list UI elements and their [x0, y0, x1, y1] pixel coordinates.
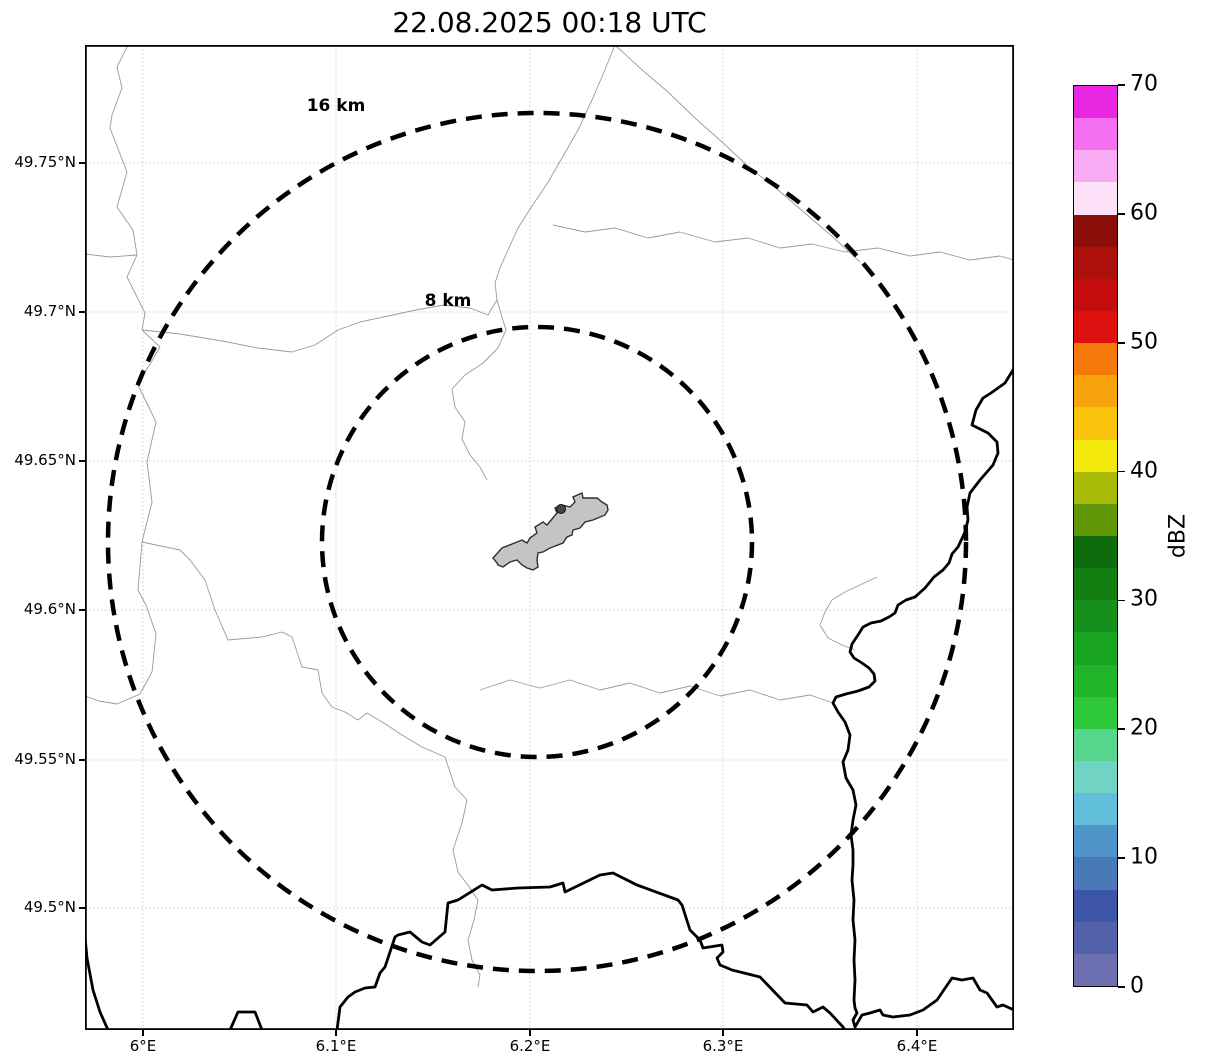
- colorbar-tickmark: [1118, 470, 1125, 473]
- x-tick-label: 6.2°E: [509, 1037, 551, 1055]
- colorbar-segment: [1074, 632, 1117, 665]
- colorbar-segment: [1074, 921, 1117, 954]
- y-tick-label: 49.65°N: [14, 451, 76, 469]
- colorbar-unit-label: dBZ: [1165, 513, 1191, 559]
- colorbar-segment: [1074, 278, 1117, 311]
- x-tick-label: 6.1°E: [315, 1037, 357, 1055]
- country-border-lines: [85, 368, 1014, 1030]
- colorbar-segment: [1074, 953, 1117, 986]
- colorbar-segment: [1074, 857, 1117, 890]
- map-canvas: 16 km 8 km: [85, 45, 1014, 1030]
- colorbar-segment: [1074, 503, 1117, 536]
- colorbar-tick-label: 0: [1130, 973, 1144, 999]
- plot-title: 22.08.2025 00:18 UTC: [392, 6, 707, 39]
- x-tick-label: 6°E: [129, 1037, 157, 1055]
- range-ring-8km: [319, 324, 755, 760]
- colorbar-tickmark: [1118, 341, 1125, 344]
- colorbar-tick-label: 30: [1130, 586, 1158, 612]
- colorbar-segment: [1074, 214, 1117, 247]
- colorbar-segment: [1074, 407, 1117, 440]
- colorbar-tick-label: 50: [1130, 329, 1158, 355]
- y-tick-label: 49.5°N: [23, 898, 76, 916]
- colorbar-tickmark: [1118, 84, 1125, 86]
- colorbar-segment: [1074, 535, 1117, 569]
- colorbar-segment: [1074, 825, 1117, 858]
- range-ring-16km-label: 16 km: [307, 96, 366, 116]
- y-tickmark: [79, 609, 85, 611]
- x-tickmark: [335, 1030, 337, 1036]
- colorbar-segment: [1074, 793, 1117, 826]
- colorbar-segment: [1074, 118, 1117, 151]
- range-ring-16km: [105, 110, 969, 974]
- x-tick-label: 6.3°E: [702, 1037, 744, 1055]
- y-tickmark: [79, 162, 85, 164]
- colorbar-segment: [1074, 760, 1117, 794]
- colorbar-segment: [1074, 375, 1117, 408]
- colorbar-segment: [1074, 568, 1117, 601]
- colorbar-segment: [1074, 471, 1117, 504]
- admin-boundary-lines: [85, 45, 1014, 988]
- colorbar-segment: [1074, 150, 1117, 183]
- colorbar: [1073, 85, 1118, 987]
- y-tick-label: 49.55°N: [14, 750, 76, 768]
- y-tickmark: [79, 311, 85, 313]
- colorbar-segment: [1074, 664, 1117, 697]
- y-tickmark: [79, 759, 85, 761]
- colorbar-segment: [1074, 600, 1117, 633]
- colorbar-segment: [1074, 182, 1117, 215]
- colorbar-tick-label: 20: [1130, 715, 1158, 741]
- range-rings: [105, 110, 969, 974]
- range-ring-8km-label: 8 km: [425, 291, 472, 311]
- colorbar-tickmark: [1118, 599, 1125, 602]
- x-tickmark: [722, 1030, 724, 1036]
- y-tickmark: [79, 460, 85, 462]
- colorbar-segment: [1074, 439, 1117, 472]
- colorbar-segment: [1074, 246, 1117, 279]
- colorbar-segment: [1074, 343, 1117, 376]
- y-tick-label: 49.7°N: [23, 302, 76, 320]
- colorbar-segment: [1074, 889, 1117, 922]
- colorbar-segment: [1074, 728, 1117, 761]
- x-tickmark: [529, 1030, 531, 1036]
- colorbar-segment: [1074, 86, 1117, 119]
- colorbar-tickmark: [1118, 857, 1125, 859]
- x-tick-label: 6.4°E: [896, 1037, 938, 1055]
- x-tickmark: [142, 1030, 144, 1036]
- y-tick-label: 49.75°N: [14, 153, 76, 171]
- airport-area-shape: [492, 492, 609, 571]
- y-tick-label: 49.6°N: [23, 600, 76, 618]
- colorbar-tickmark: [1118, 213, 1125, 215]
- plot-frame: [85, 45, 1014, 1030]
- colorbar-tick-label: 60: [1130, 200, 1158, 226]
- colorbar-segment: [1074, 696, 1117, 729]
- y-tickmark: [79, 907, 85, 909]
- colorbar-tickmark: [1118, 986, 1125, 988]
- x-tickmark: [916, 1030, 918, 1036]
- colorbar-tick-label: 70: [1130, 71, 1158, 97]
- colorbar-segment: [1074, 310, 1117, 344]
- map-plot-area: 16 km 8 km: [85, 45, 1014, 1030]
- colorbar-tick-label: 40: [1130, 458, 1158, 484]
- radar-site-marker: [556, 504, 566, 514]
- colorbar-tickmark: [1118, 728, 1125, 731]
- colorbar-tick-label: 10: [1130, 844, 1158, 870]
